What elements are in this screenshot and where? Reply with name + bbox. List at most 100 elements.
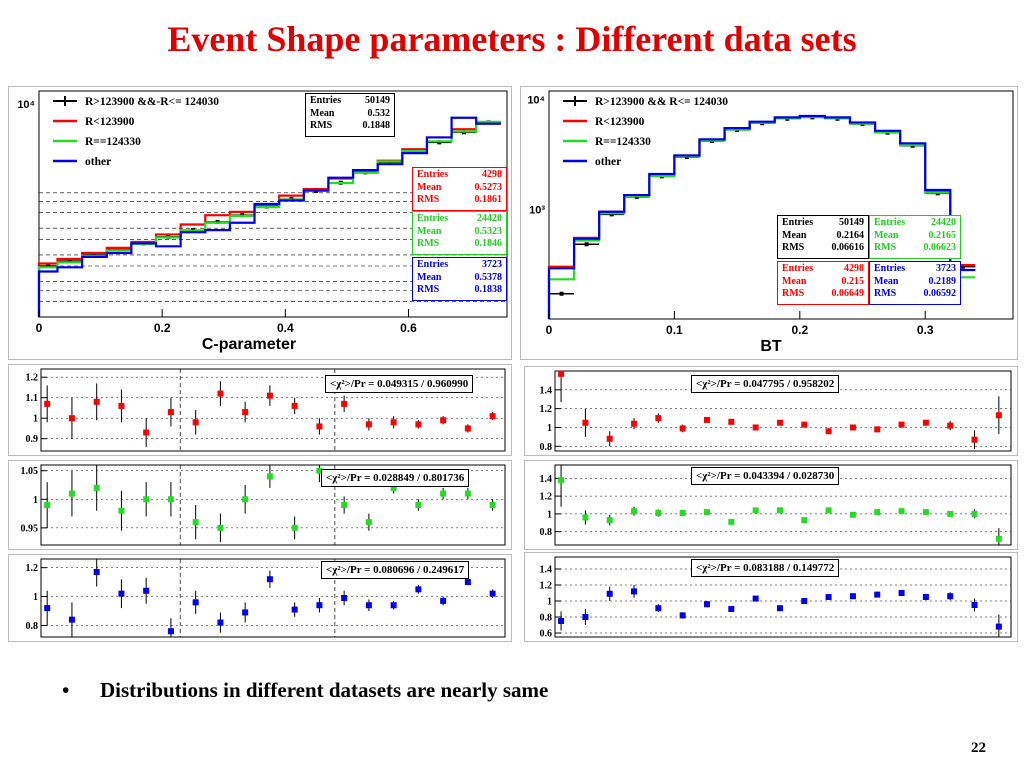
- data-point: [801, 517, 808, 524]
- data-point: [464, 490, 471, 497]
- data-point: [898, 421, 905, 428]
- data-point: [971, 602, 978, 608]
- legend-label: other: [595, 156, 621, 168]
- data-point: [995, 623, 1002, 630]
- data-point: [143, 429, 150, 436]
- data-point: [582, 419, 589, 426]
- data-point: [266, 392, 273, 399]
- data-point-marker: [960, 264, 965, 269]
- y-tick-label: 0.8: [540, 442, 553, 453]
- y-tick-label: 1.1: [26, 393, 39, 404]
- y-tick-label: 10³: [529, 204, 545, 216]
- x-tick-label: 0: [546, 323, 553, 337]
- y-tick-label: 1: [547, 423, 552, 434]
- data-point: [118, 507, 125, 514]
- data-point: [440, 490, 447, 497]
- y-tick-label: 0.95: [21, 523, 39, 534]
- data-point: [898, 590, 905, 596]
- data-point: [217, 524, 224, 531]
- data-point: [266, 473, 273, 480]
- legend-label: R>123900 && R<= 124030: [595, 96, 728, 108]
- data-point: [752, 595, 759, 602]
- c-ratio-red-plot: 1.2 1.1 1 0.9: [26, 368, 506, 452]
- y-tick-label: 1: [547, 509, 552, 520]
- x-tick-label: 0.1: [666, 323, 683, 337]
- data-point: [825, 594, 832, 600]
- data-point: [582, 514, 589, 521]
- chi2-label: <χ²>/Pr = 0.080696 / 0.249617: [321, 561, 470, 579]
- legend-label: other: [85, 156, 111, 168]
- stats-box-black: Entries 50149 Mean 0.2164 RMS 0.06616: [777, 215, 869, 259]
- data-point: [728, 418, 735, 425]
- y-tick-label: 10⁴: [527, 95, 545, 107]
- data-point: [415, 586, 422, 593]
- legend-label: R<123900: [595, 116, 645, 128]
- c-parameter-plot: 0 0.2 0.4 0.6 10⁴ C-parameter R>123900 &&-R<= …: [8, 86, 512, 360]
- data-point: [167, 628, 174, 635]
- data-point: [464, 579, 471, 586]
- bt-ratio-blue-plot: 1.4 1.2 1 0.8 0.6: [540, 556, 1012, 640]
- data-point: [440, 417, 447, 424]
- data-point: [415, 502, 422, 508]
- legend-label: R<123900: [85, 116, 135, 128]
- data-point: [291, 606, 298, 613]
- bt-ratio-blue-panel: 1.4 1.2 1 0.8 0.6 <χ²>/Pr = 0.083188 / 0.149…: [524, 552, 1018, 642]
- page-number: 22: [971, 740, 986, 756]
- data-point: [825, 507, 832, 514]
- c-ratio-red-panel: 1.2 1.1 1 0.9 <χ²>/Pr = 0.049315 / 0.960990: [8, 364, 512, 456]
- stats-box-blue: Entries 3723 Mean 0.2189 RMS 0.06592: [869, 261, 961, 305]
- data-point: [558, 618, 565, 624]
- data-point: [752, 507, 759, 514]
- chi2-label: <χ²>/Pr = 0.083188 / 0.149772: [691, 559, 840, 577]
- plot-frame: [548, 90, 1014, 320]
- plot-frame: [40, 368, 506, 452]
- data-point: [752, 424, 759, 431]
- stats-box-blue: Entries 3723 Mean 0.5378 RMS 0.1838: [412, 257, 507, 301]
- chi2-label: <χ²>/Pr = 0.028849 / 0.801736: [321, 469, 470, 487]
- c-parameter-histogram: 0 0.2 0.4 0.6 10⁴ C-parameter R>123900 &&-R<= …: [17, 90, 508, 353]
- bullet-dot-icon: •: [62, 678, 70, 702]
- stats-box-green: Entries 24420 Mean 0.5323 RMS 0.1846: [412, 211, 507, 255]
- data-point: [776, 605, 783, 612]
- plot-frame: [40, 464, 506, 546]
- y-tick-label: 1.4: [540, 385, 553, 396]
- plot-frame: [40, 558, 506, 638]
- y-tick-label: 1.2: [540, 581, 553, 592]
- x-tick-label: 0.3: [917, 323, 934, 337]
- data-point: [93, 398, 100, 405]
- data-point: [801, 421, 808, 428]
- plot-frame: [554, 370, 1012, 452]
- x-axis-label: C-parameter: [202, 336, 296, 353]
- bullet-point: • Distributions in different datasets are…: [62, 678, 548, 703]
- stats-box-green: Entries 24420 Mean 0.2165 RMS 0.06623: [869, 215, 961, 259]
- data-point: [316, 602, 323, 609]
- series-line-other: [37, 116, 501, 317]
- data-point: [464, 425, 471, 432]
- data-point: [242, 609, 249, 616]
- data-point: [776, 419, 783, 426]
- data-point: [341, 400, 348, 407]
- data-point: [849, 593, 856, 600]
- x-axis-label: BT: [760, 338, 782, 355]
- data-point: [192, 519, 199, 526]
- data-point: [655, 415, 662, 422]
- stats-box-red: Entries 4298 Mean 0.5273 RMS 0.1861: [412, 167, 507, 211]
- legend-label: R==124330: [85, 136, 141, 148]
- data-point: [440, 597, 447, 604]
- data-point: [922, 594, 929, 600]
- plot-frame: [554, 464, 1012, 546]
- data-point: [266, 576, 273, 583]
- data-point: [995, 412, 1002, 419]
- x-tick-label: 0.4: [277, 321, 294, 335]
- data-point: [44, 400, 51, 407]
- data-point: [316, 467, 323, 474]
- bt-ratio-red-plot: 1.4 1.2 1 0.8: [540, 370, 1012, 453]
- data-point: [143, 587, 150, 594]
- plot-frame: [38, 90, 508, 318]
- data-point: [825, 428, 832, 435]
- y-tick-label: 1.2: [540, 404, 553, 415]
- data-point: [922, 419, 929, 426]
- data-point: [606, 590, 613, 597]
- data-point: [341, 502, 348, 508]
- c-ratio-green-panel: 1.05 1 0.95 <χ²>/Pr = 0.028849 / 0.801736: [8, 460, 512, 550]
